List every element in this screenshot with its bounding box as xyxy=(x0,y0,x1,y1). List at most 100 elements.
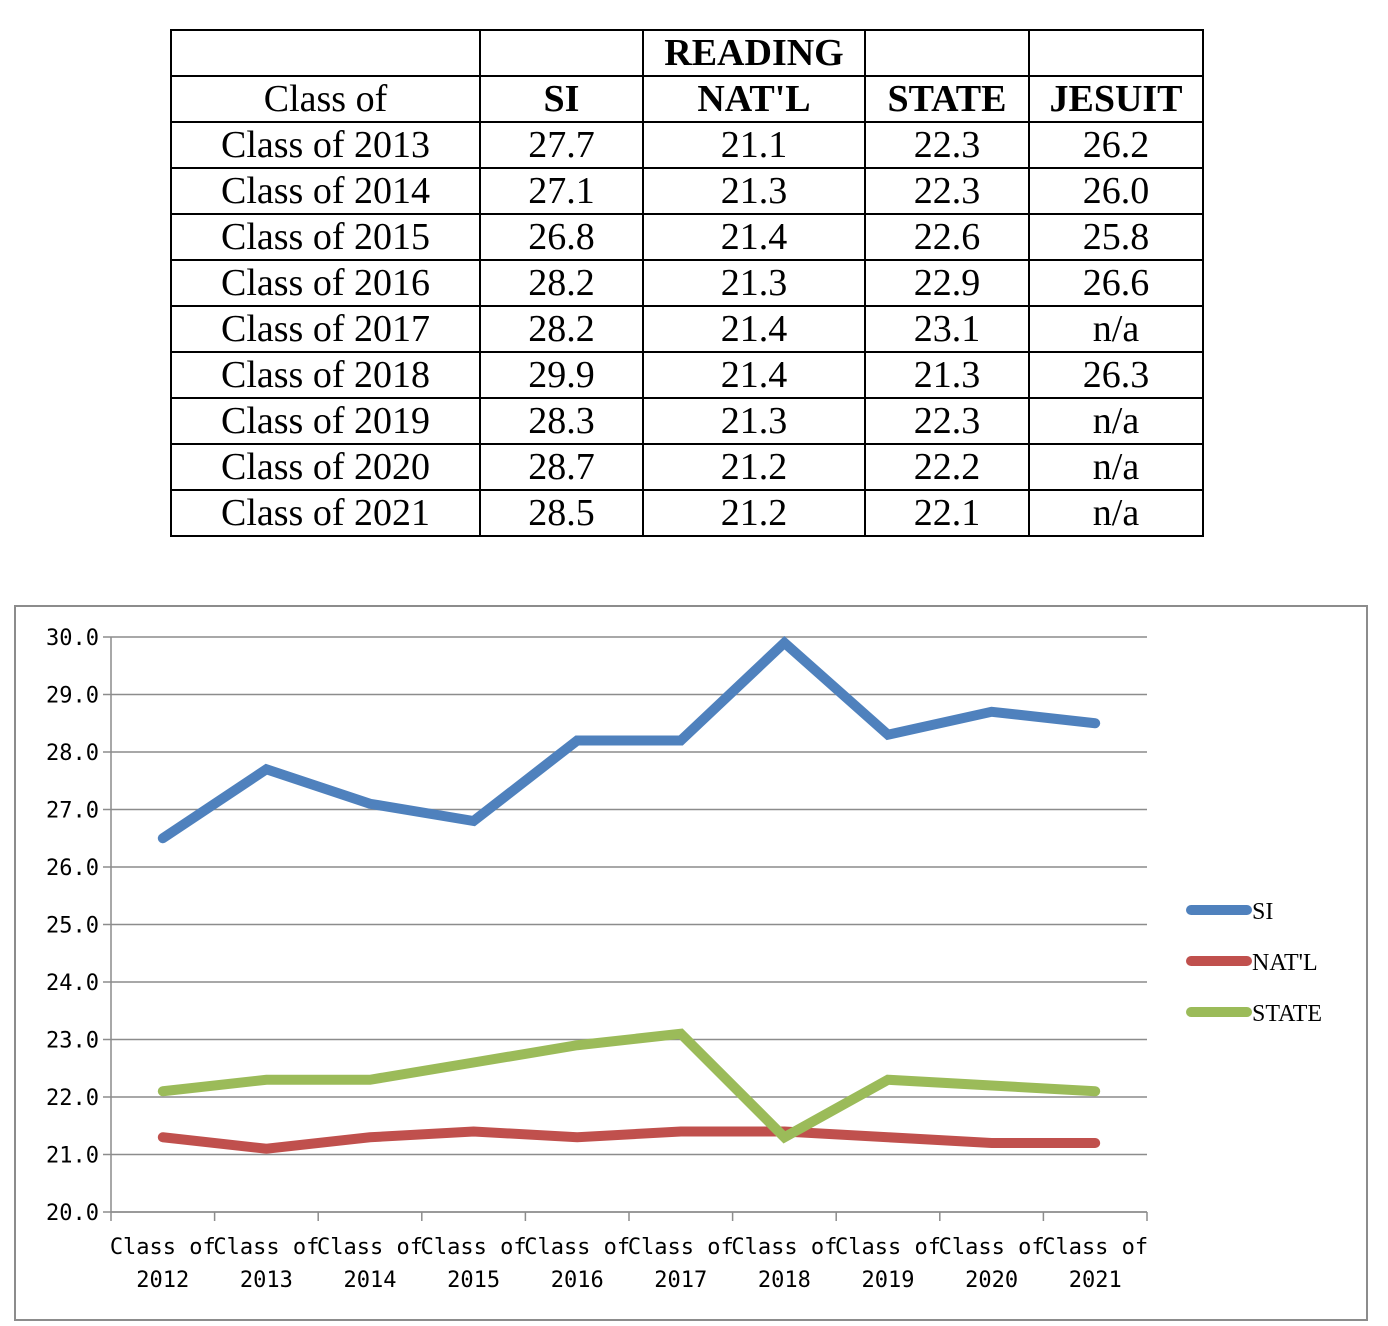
x-tick-label: Class of xyxy=(1042,1235,1148,1260)
x-tick-label: Class of xyxy=(421,1235,527,1260)
table-row: Class of 2014 27.1 21.3 22.3 26.0 xyxy=(170,167,1204,215)
series-line-state xyxy=(157,1028,1101,1144)
table-row-cell-1: 28.3 xyxy=(479,397,644,445)
table-row: Class of 2013 27.7 21.1 22.3 26.2 xyxy=(170,121,1204,169)
table-row-cell-0: Class of 2016 xyxy=(170,259,481,307)
table-row-cell-3: 21.3 xyxy=(864,351,1030,399)
table-header-row-cell-3: STATE xyxy=(864,75,1030,123)
table-row-cell-2: 21.4 xyxy=(642,351,866,399)
table-row-cell-0: Class of 2014 xyxy=(170,167,481,215)
table-header-top-row: READING xyxy=(170,29,1204,77)
table-row-cell-1: 29.9 xyxy=(479,351,644,399)
table-row-cell-2: 21.2 xyxy=(642,489,866,537)
table-row-cell-2: 21.4 xyxy=(642,305,866,353)
table-row-cell-4: n/a xyxy=(1028,443,1204,491)
y-tick-label: 25.0 xyxy=(46,914,99,939)
x-tick-label: 2020 xyxy=(965,1268,1018,1293)
series-line-natl xyxy=(157,1126,1101,1154)
y-tick-label: 22.0 xyxy=(46,1086,99,1111)
x-tick-label: 2015 xyxy=(447,1268,500,1293)
table-row-cell-1: 28.5 xyxy=(479,489,644,537)
table-row-cell-4: 26.0 xyxy=(1028,167,1204,215)
x-tick-label: 2014 xyxy=(344,1268,397,1293)
table-header-top-row-cell-3 xyxy=(864,29,1030,77)
table-row: Class of 2018 29.9 21.4 21.3 26.3 xyxy=(170,351,1204,399)
table-row-cell-0: Class of 2020 xyxy=(170,443,481,491)
table-row-cell-1: 28.7 xyxy=(479,443,644,491)
table-row-cell-1: 26.8 xyxy=(479,213,644,261)
x-tick-label: 2017 xyxy=(654,1268,707,1293)
table-row-cell-3: 22.6 xyxy=(864,213,1030,261)
table-row: Class of 2020 28.7 21.2 22.2 n/a xyxy=(170,443,1204,491)
table-row-cell-3: 23.1 xyxy=(864,305,1030,353)
table-header-top-row-cell-2: READING xyxy=(642,29,866,77)
legend-label: NAT'L xyxy=(1252,950,1318,976)
legend-label: SI xyxy=(1252,899,1273,925)
table-row-cell-4: 26.6 xyxy=(1028,259,1204,307)
table-row: Class of 2015 26.8 21.4 22.6 25.8 xyxy=(170,213,1204,261)
table-header-row-cell-4: JESUIT xyxy=(1028,75,1204,123)
table-header-row-cell-1: SI xyxy=(479,75,644,123)
table-row-cell-0: Class of 2018 xyxy=(170,351,481,399)
reading-scores-table: READING Class of SI NAT'L STATE JESUIT Class o… xyxy=(170,29,1204,537)
table-row-cell-1: 27.1 xyxy=(479,167,644,215)
table-row-cell-0: Class of 2015 xyxy=(170,213,481,261)
y-tick-label: 24.0 xyxy=(46,971,99,996)
table-header-row-cell-0: Class of xyxy=(170,75,481,123)
table-row-cell-3: 22.3 xyxy=(864,397,1030,445)
table-row-cell-4: n/a xyxy=(1028,397,1204,445)
reading-line-chart: 20.0 21.0 22.0 23.0 24.0 25.0 26.0 27.0 28.0 29.0… xyxy=(14,605,1368,1321)
table-row-cell-1: 28.2 xyxy=(479,259,644,307)
table-row-cell-0: Class of 2017 xyxy=(170,305,481,353)
table-row-cell-4: n/a xyxy=(1028,305,1204,353)
table-row-cell-2: 21.2 xyxy=(642,443,866,491)
x-tick-label: Class of xyxy=(110,1235,216,1260)
table-header-row-cell-2: NAT'L xyxy=(642,75,866,123)
x-tick-label: 2019 xyxy=(862,1268,915,1293)
table-header-top-row-cell-0 xyxy=(170,29,481,77)
y-tick-label: 20.0 xyxy=(46,1201,99,1226)
table-row-cell-4: 25.8 xyxy=(1028,213,1204,261)
table-row-cell-3: 22.3 xyxy=(864,121,1030,169)
table-row-cell-2: 21.4 xyxy=(642,213,866,261)
table-row-cell-3: 22.1 xyxy=(864,489,1030,537)
table-row-cell-0: Class of 2021 xyxy=(170,489,481,537)
y-tick-label: 26.0 xyxy=(46,856,99,881)
table-row: Class of 2019 28.3 21.3 22.3 n/a xyxy=(170,397,1204,445)
x-tick-label: 2021 xyxy=(1069,1268,1122,1293)
legend-label: STATE xyxy=(1252,1001,1322,1027)
y-tick-label: 30.0 xyxy=(46,626,99,651)
table-row-cell-0: Class of 2013 xyxy=(170,121,481,169)
x-tick-label: 2018 xyxy=(758,1268,811,1293)
x-tick-label: Class of xyxy=(524,1235,630,1260)
x-tick-label: Class of xyxy=(317,1235,423,1260)
x-tick-label: 2016 xyxy=(551,1268,604,1293)
x-tick-label: 2012 xyxy=(136,1268,189,1293)
x-tick-label: Class of xyxy=(939,1235,1045,1260)
table-row-cell-1: 28.2 xyxy=(479,305,644,353)
table-row-cell-4: 26.3 xyxy=(1028,351,1204,399)
x-tick-label: Class of xyxy=(731,1235,837,1260)
x-tick-label: Class of xyxy=(628,1235,734,1260)
table-row-cell-4: 26.2 xyxy=(1028,121,1204,169)
table-row-cell-1: 27.7 xyxy=(479,121,644,169)
y-tick-label: 21.0 xyxy=(46,1144,99,1169)
x-tick-label: Class of xyxy=(835,1235,941,1260)
table-row-cell-3: 22.9 xyxy=(864,259,1030,307)
y-tick-label: 29.0 xyxy=(46,684,99,709)
y-tick-label: 23.0 xyxy=(46,1029,99,1054)
x-tick-label: Class of xyxy=(213,1235,319,1260)
table-row: Class of 2017 28.2 21.4 23.1 n/a xyxy=(170,305,1204,353)
y-tick-label: 27.0 xyxy=(46,799,99,824)
table-header-top-row-cell-4 xyxy=(1028,29,1204,77)
table-row-cell-3: 22.2 xyxy=(864,443,1030,491)
table-row: Class of 2016 28.2 21.3 22.9 26.6 xyxy=(170,259,1204,307)
table-row-cell-3: 22.3 xyxy=(864,167,1030,215)
table-row-cell-4: n/a xyxy=(1028,489,1204,537)
chart-canvas: 20.0 21.0 22.0 23.0 24.0 25.0 26.0 27.0 28.0 29.0… xyxy=(46,626,1322,1293)
table-row-cell-2: 21.3 xyxy=(642,167,866,215)
table-row-cell-2: 21.3 xyxy=(642,397,866,445)
table-header-row: Class of SI NAT'L STATE JESUIT xyxy=(170,75,1204,123)
table-row-cell-2: 21.3 xyxy=(642,259,866,307)
table-row-cell-2: 21.1 xyxy=(642,121,866,169)
